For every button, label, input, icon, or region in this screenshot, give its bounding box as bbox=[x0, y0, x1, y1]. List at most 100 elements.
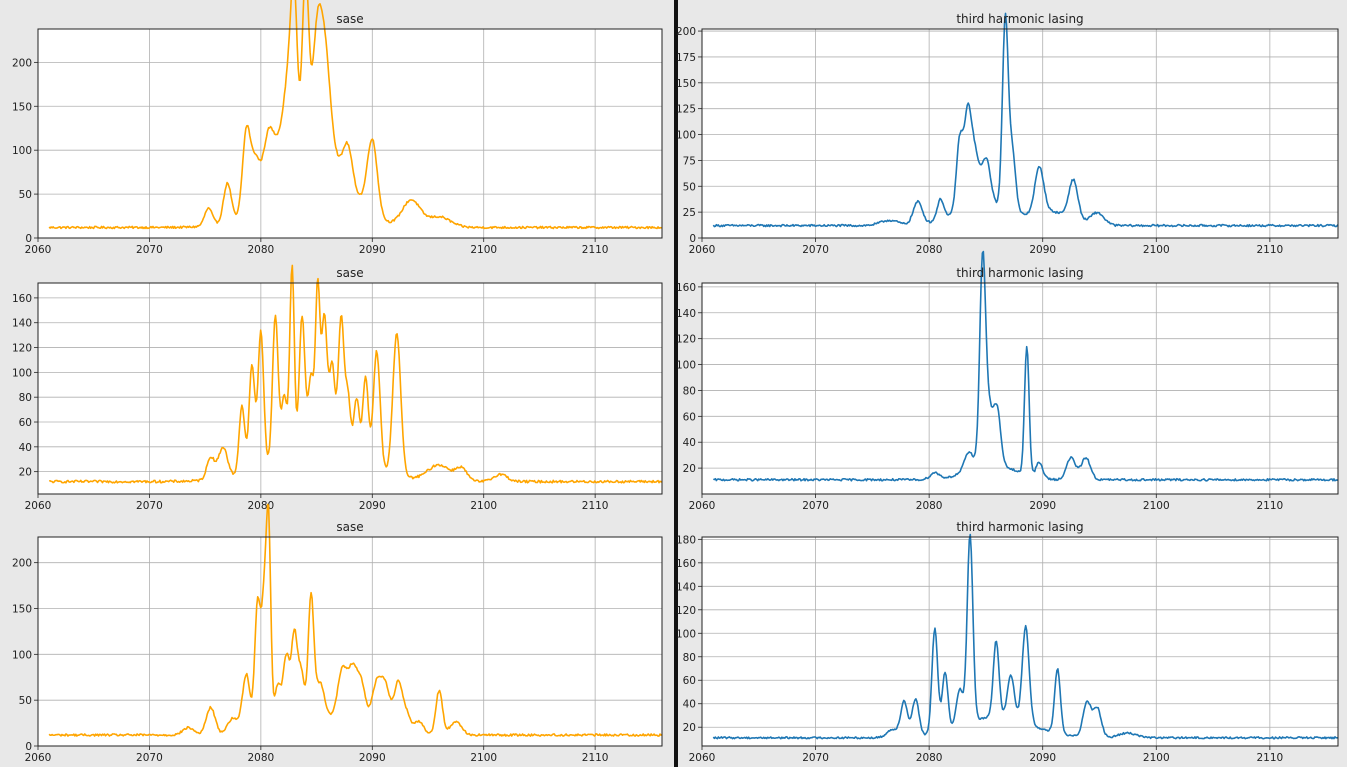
x-tick-label: 2090 bbox=[1029, 500, 1056, 512]
y-tick-label: 150 bbox=[676, 78, 696, 90]
x-tick-label: 2070 bbox=[136, 752, 163, 764]
x-tick-label: 2100 bbox=[470, 244, 497, 256]
x-tick-label: 2090 bbox=[359, 244, 386, 256]
chart-title: third harmonic lasing bbox=[956, 266, 1083, 280]
plot-frame bbox=[701, 282, 1339, 495]
x-tick-label: 2100 bbox=[470, 752, 497, 764]
x-tick-label: 2060 bbox=[25, 244, 52, 256]
y-tick-label: 150 bbox=[12, 101, 32, 113]
x-tick-label: 2080 bbox=[247, 500, 274, 512]
y-tick-label: 40 bbox=[19, 442, 32, 454]
chart-6: 2060 2070 2080 2090 2100 2110 20 40 60 80 100 120 14… bbox=[676, 520, 1339, 764]
x-tick-label: 2110 bbox=[582, 244, 609, 256]
x-tick-label: 2090 bbox=[359, 752, 386, 764]
y-tick-label: 0 bbox=[25, 233, 32, 245]
y-tick-label: 80 bbox=[19, 392, 32, 404]
series-line bbox=[48, 503, 663, 737]
y-tick-label: 200 bbox=[676, 26, 696, 38]
y-tick-label: 120 bbox=[676, 334, 696, 346]
chart-title: sase bbox=[336, 520, 363, 534]
x-tick-label: 2060 bbox=[689, 752, 716, 764]
x-tick-label: 2110 bbox=[582, 752, 609, 764]
y-tick-label: 180 bbox=[676, 534, 696, 546]
x-tick-label: 2100 bbox=[1143, 244, 1170, 256]
chart-2: 2060 2070 2080 2090 2100 2110 0 25 50 75 100 125 150… bbox=[676, 12, 1339, 256]
y-tick-label: 100 bbox=[12, 145, 32, 157]
y-tick-label: 200 bbox=[12, 558, 32, 570]
y-tick-label: 20 bbox=[19, 467, 32, 479]
series-line bbox=[49, 264, 663, 484]
x-tick-label: 2080 bbox=[916, 244, 943, 256]
y-tick-label: 160 bbox=[676, 558, 696, 570]
y-tick-label: 75 bbox=[683, 155, 696, 167]
y-tick-label: 150 bbox=[12, 604, 32, 616]
y-tick-label: 0 bbox=[689, 233, 696, 245]
y-tick-label: 40 bbox=[683, 437, 696, 449]
y-tick-label: 160 bbox=[676, 282, 696, 294]
series-line bbox=[712, 533, 1339, 740]
x-tick-label: 2110 bbox=[1256, 752, 1283, 764]
plot-area bbox=[702, 29, 1338, 238]
chart-1: 2060 2070 2080 2090 2100 2110 0 50 100 150 200 sase bbox=[12, 0, 663, 256]
chart-5: 2060 2070 2080 2090 2100 2110 0 50 100 150 200 sase bbox=[12, 503, 663, 764]
x-tick-label: 2080 bbox=[916, 500, 943, 512]
y-tick-label: 140 bbox=[676, 581, 696, 593]
x-tick-label: 2070 bbox=[802, 500, 829, 512]
plot-area bbox=[702, 283, 1338, 494]
x-tick-label: 2060 bbox=[689, 500, 716, 512]
y-tick-label: 20 bbox=[683, 722, 696, 734]
chart-title: sase bbox=[336, 266, 363, 280]
y-tick-label: 80 bbox=[683, 385, 696, 397]
plot-area bbox=[38, 283, 662, 494]
x-tick-label: 2060 bbox=[25, 500, 52, 512]
series-line bbox=[713, 250, 1339, 482]
x-tick-label: 2060 bbox=[689, 244, 716, 256]
plot-frame bbox=[37, 28, 663, 239]
y-tick-label: 160 bbox=[12, 293, 32, 305]
x-tick-label: 2060 bbox=[25, 752, 52, 764]
y-tick-label: 50 bbox=[19, 189, 32, 201]
x-tick-label: 2110 bbox=[1256, 244, 1283, 256]
chart-4: 2060 2070 2080 2090 2100 2110 20 40 60 80 100 120 14… bbox=[676, 250, 1339, 512]
chart-title: third harmonic lasing bbox=[956, 520, 1083, 534]
plot-frame bbox=[37, 536, 663, 747]
y-tick-label: 140 bbox=[12, 318, 32, 330]
plot-frame bbox=[701, 536, 1339, 747]
y-tick-label: 100 bbox=[12, 367, 32, 379]
x-tick-label: 2100 bbox=[1143, 500, 1170, 512]
y-tick-label: 25 bbox=[683, 207, 696, 219]
plot-area bbox=[702, 537, 1338, 746]
y-tick-label: 100 bbox=[676, 360, 696, 372]
x-tick-label: 2070 bbox=[136, 500, 163, 512]
y-tick-label: 60 bbox=[683, 411, 696, 423]
y-tick-label: 60 bbox=[19, 417, 32, 429]
plot-frame bbox=[37, 282, 663, 495]
chart-title: third harmonic lasing bbox=[956, 12, 1083, 26]
x-tick-label: 2110 bbox=[582, 500, 609, 512]
y-tick-label: 40 bbox=[683, 699, 696, 711]
y-tick-label: 100 bbox=[676, 628, 696, 640]
series-line bbox=[48, 0, 663, 230]
x-tick-label: 2070 bbox=[136, 244, 163, 256]
x-tick-label: 2090 bbox=[359, 500, 386, 512]
x-tick-label: 2070 bbox=[802, 752, 829, 764]
plot-frame bbox=[701, 28, 1339, 239]
y-tick-label: 120 bbox=[12, 343, 32, 355]
y-tick-label: 125 bbox=[676, 104, 696, 116]
y-tick-label: 100 bbox=[676, 130, 696, 142]
panel-divider bbox=[674, 0, 678, 767]
x-tick-label: 2090 bbox=[1029, 752, 1056, 764]
x-tick-label: 2070 bbox=[802, 244, 829, 256]
x-tick-label: 2100 bbox=[1143, 752, 1170, 764]
x-tick-label: 2110 bbox=[1256, 500, 1283, 512]
y-tick-label: 120 bbox=[676, 605, 696, 617]
plot-area bbox=[38, 29, 662, 238]
chart-title: sase bbox=[336, 12, 363, 26]
y-tick-label: 100 bbox=[12, 649, 32, 661]
y-tick-label: 50 bbox=[19, 695, 32, 707]
y-tick-label: 60 bbox=[683, 675, 696, 687]
y-tick-label: 20 bbox=[683, 463, 696, 475]
y-tick-label: 140 bbox=[676, 308, 696, 320]
